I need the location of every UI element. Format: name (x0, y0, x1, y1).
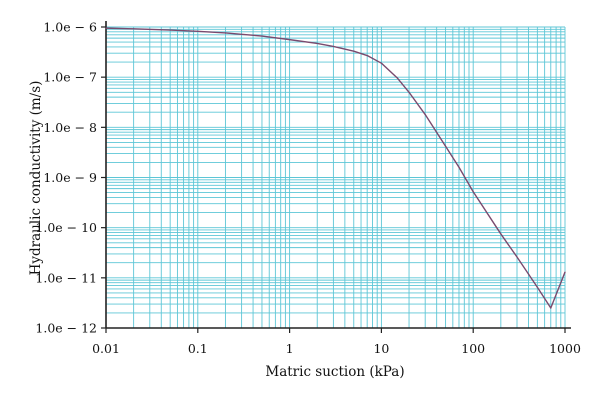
data-point (472, 191, 474, 193)
x-tick-label: 100 (461, 341, 485, 356)
y-tick-label: 1.0e − 10 (35, 220, 97, 235)
data-point (516, 256, 518, 258)
grid (106, 26, 566, 328)
series-line-0 (105, 27, 566, 309)
data-point (353, 50, 355, 52)
y-tick-label: 1.0e − 9 (43, 170, 97, 185)
axes (101, 21, 571, 333)
data-point (444, 145, 447, 147)
data-point (261, 35, 263, 37)
data-point (408, 91, 410, 93)
data-point (424, 113, 426, 116)
data-point (458, 166, 460, 168)
data-point (380, 62, 382, 64)
data-point (550, 307, 552, 309)
x-tick-label: 1 (286, 341, 294, 356)
x-tick-label: 0.01 (92, 341, 120, 356)
data-point (133, 28, 135, 30)
data-point (224, 32, 227, 34)
data-point (316, 42, 318, 45)
x-axis-title: Matric suction (kPa) (265, 364, 404, 380)
data-point (105, 27, 107, 29)
y-tick-label: 1.0e − 8 (43, 120, 97, 135)
y-tick-labels: 1.0e − 6 1.0e − 7 1.0e − 8 1.0e − 9 1.0e − 1… (35, 20, 97, 336)
y-axis-title: Hydraulic conductivity (m/s) (28, 81, 44, 276)
data-point (366, 54, 368, 57)
x-tick-label: 0.1 (188, 341, 208, 356)
y-tick-label: 1.0e − 12 (35, 321, 97, 336)
data-point (332, 45, 334, 48)
data-point (197, 30, 199, 32)
x-tick-labels: 0.01 0.1 1 10 100 1000 (92, 341, 581, 356)
x-tick-label: 1000 (549, 341, 581, 356)
data-point (289, 39, 291, 41)
data-point (396, 77, 399, 79)
data-point (169, 29, 171, 31)
y-tick-label: 1.0e − 7 (43, 70, 97, 85)
series-layer (105, 27, 566, 309)
data-point (536, 286, 538, 288)
x-tick-label: 10 (373, 341, 389, 356)
data-point (500, 233, 502, 235)
y-tick-label: 1.0e − 11 (35, 270, 97, 285)
y-tick-label: 1.0e − 6 (43, 20, 97, 35)
data-point (564, 271, 566, 273)
